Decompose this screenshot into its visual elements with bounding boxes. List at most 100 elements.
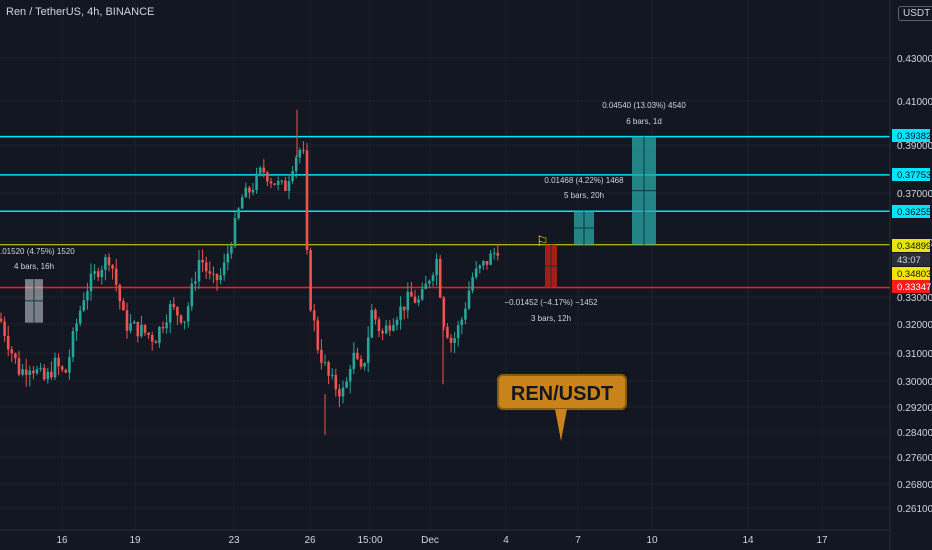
ren-usdt-callout: REN/USDT [497, 374, 627, 410]
candle-up [478, 265, 482, 269]
candle-down [316, 320, 320, 350]
candle-up [420, 289, 424, 300]
time-axis: 16 19 23 26 15:00 Dec 4 7 10 14 17 [56, 535, 828, 546]
candle-down [14, 353, 17, 359]
candle-down [147, 332, 150, 335]
candle-down [269, 181, 273, 184]
candle-down [402, 306, 406, 311]
candle-up [86, 291, 89, 301]
candle-down [172, 304, 176, 308]
price-label-bg [892, 129, 930, 142]
candle-up [28, 370, 32, 375]
currency-button[interactable]: USDT [898, 6, 932, 21]
candle-down [96, 271, 100, 278]
candle-down [377, 319, 381, 332]
candle-down [3, 321, 6, 336]
candle-up [456, 325, 460, 339]
candle-up [230, 246, 233, 254]
price-label-bg [892, 239, 930, 252]
candle-down [50, 371, 53, 378]
candle-up [190, 283, 194, 307]
candle-down [309, 250, 312, 311]
candle-down [359, 358, 363, 367]
candle-down [496, 252, 500, 256]
price-label-value: 0.37753 [897, 170, 931, 181]
candle-up [298, 149, 302, 158]
measurement-boxes [25, 136, 656, 323]
candle-down [262, 167, 266, 173]
candle-down [208, 271, 212, 274]
candle-up [71, 331, 75, 358]
candle-down [485, 260, 489, 265]
candle-up [345, 381, 348, 388]
candle-up [194, 281, 197, 284]
candle-up [258, 167, 262, 174]
price-label-bg [892, 205, 930, 218]
price-label-value: 0.39382 [897, 131, 931, 142]
candle-up [132, 321, 136, 324]
flag-icon: ⚐ [536, 233, 549, 249]
candle-up [140, 324, 143, 337]
candle-up [428, 280, 431, 284]
candle-down [125, 310, 129, 331]
horizontal-lines [0, 135, 890, 289]
candle-down [107, 257, 111, 266]
candle-up [93, 271, 96, 274]
price-labels: 0.39382 0.37753 0.36255 0.34899 43:07 0.34803… [892, 129, 931, 293]
candle-up [21, 369, 24, 375]
measure-text-value: 0.04540 (13.03%) 4540 [602, 101, 686, 110]
candle-up [482, 260, 485, 266]
candle-down [150, 334, 154, 342]
candle-down [17, 358, 21, 375]
candle-up [82, 300, 86, 311]
candle-up [240, 197, 244, 209]
time-tick-label: 16 [56, 535, 68, 546]
candle-up [129, 323, 132, 331]
grid [0, 0, 890, 530]
candle-up [435, 258, 438, 276]
candle-up [492, 252, 496, 254]
candle-down [57, 357, 60, 367]
candle-up [294, 157, 298, 172]
candle-down [305, 150, 309, 251]
candle-down [24, 369, 28, 375]
candle-up [197, 259, 201, 282]
candle-up [276, 180, 280, 185]
time-tick-label: 15:00 [357, 535, 382, 546]
candle-up [330, 374, 334, 376]
candle-down [438, 258, 442, 298]
time-tick-label: 7 [575, 535, 581, 546]
candle-up [489, 253, 492, 265]
price-tick-label: 0.26800 [897, 480, 932, 491]
candle-down [154, 341, 158, 344]
candle-up [399, 306, 402, 320]
candle-down [266, 172, 269, 182]
candle-up [395, 319, 399, 326]
candle-up [392, 325, 395, 331]
candle-down [381, 331, 384, 334]
candle-down [356, 352, 359, 359]
time-tick-label: 23 [228, 535, 240, 546]
price-tick-label: 0.30000 [897, 377, 932, 388]
time-tick-label: 17 [816, 535, 828, 546]
candle-up [35, 369, 39, 374]
candle-down [449, 337, 453, 343]
candle-down [212, 273, 215, 275]
candle-down [327, 362, 330, 376]
candle-up [255, 173, 258, 191]
measure-text-value: 0.01468 (4.22%) 1468 [544, 176, 624, 185]
price-label-bg [892, 267, 930, 280]
candle-up [406, 291, 410, 311]
price-tick-label: 0.28400 [897, 428, 932, 439]
candle-down [413, 296, 417, 303]
candle-up [352, 352, 356, 370]
price-tick-label: 0.37000 [897, 189, 932, 200]
measure-text-bars: 6 bars, 1d [626, 117, 662, 126]
candle-up [233, 218, 237, 247]
candle-down [410, 291, 413, 297]
candle-down [320, 349, 323, 363]
candle-down [161, 326, 165, 329]
symbol-title[interactable]: Ren / TetherUS, 4h, BINANCE [6, 6, 155, 18]
candle-up [226, 253, 230, 263]
